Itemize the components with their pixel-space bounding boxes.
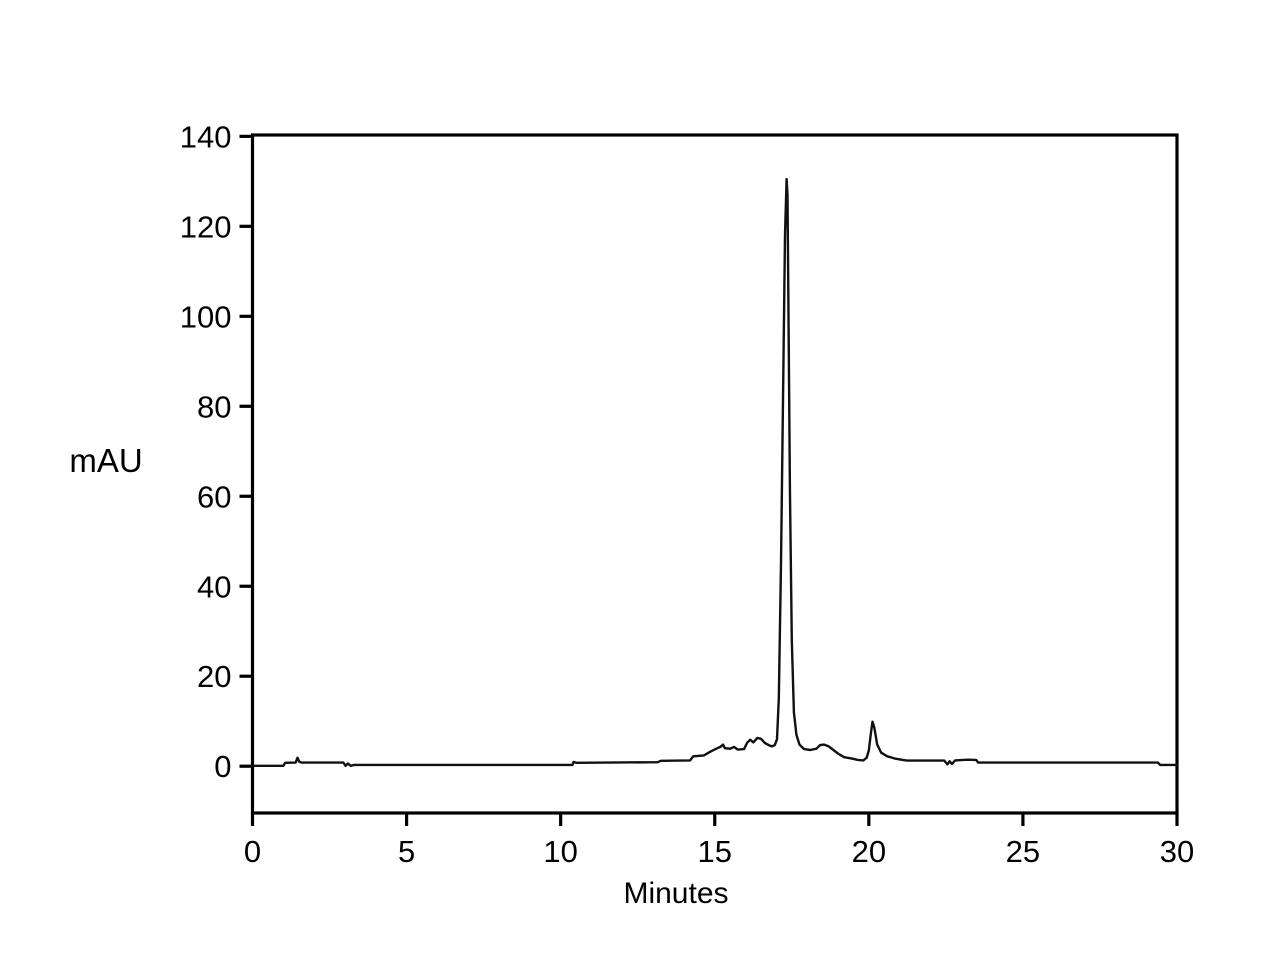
plot-frame [250, 133, 1179, 815]
y-tick-label: 100 [180, 299, 232, 334]
x-tick-label: 0 [244, 834, 261, 869]
y-tick-label: 120 [180, 209, 232, 244]
chromatogram-trace [251, 177, 1179, 767]
y-axis-label: mAU [69, 442, 142, 479]
x-axis-tick-labels: 0 5 10 15 20 25 30 [244, 834, 1194, 869]
x-tick-label: 5 [398, 834, 415, 869]
x-tick-label: 10 [543, 834, 577, 869]
y-tick-label: 60 [197, 479, 231, 514]
y-tick-label: 140 [180, 119, 232, 154]
y-axis-tick-labels: 0 20 40 60 80 100 120 140 [180, 119, 232, 784]
x-tick-label: 20 [852, 834, 886, 869]
y-axis-ticks [239, 134, 253, 768]
y-tick-label: 40 [197, 569, 231, 604]
x-tick-label: 25 [1006, 834, 1040, 869]
y-tick-label: 80 [197, 389, 231, 424]
x-tick-label: 15 [698, 834, 732, 869]
y-tick-label: 0 [214, 749, 231, 784]
x-axis-ticks [250, 813, 1179, 826]
x-axis-label: Minutes [623, 877, 728, 910]
x-tick-label: 30 [1160, 834, 1194, 869]
y-tick-label: 20 [197, 659, 231, 694]
